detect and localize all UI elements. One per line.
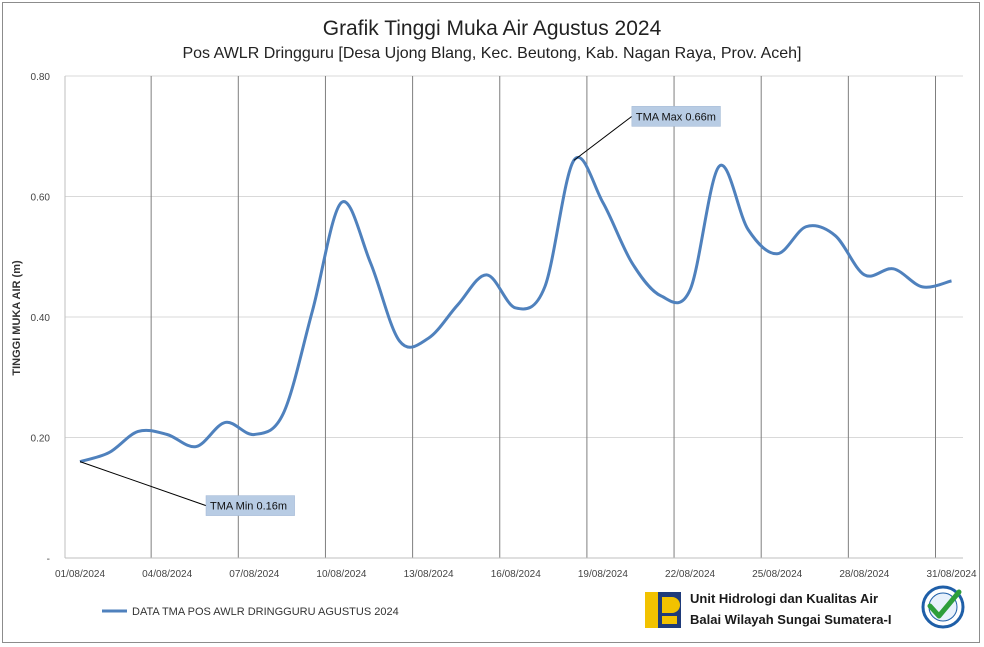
chart-subtitle: Pos AWLR Dringguru [Desa Ujong Blang, Ke… bbox=[182, 45, 802, 62]
certified-badge-icon bbox=[921, 585, 965, 629]
x-tick-label: 10/08/2024 bbox=[316, 569, 366, 580]
x-tick-label: 13/08/2024 bbox=[404, 569, 454, 580]
callout-label: TMA Min 0.16m bbox=[210, 501, 287, 513]
series-layer bbox=[79, 156, 952, 464]
callout-label: TMA Max 0.66m bbox=[636, 111, 716, 123]
y-tick-label: - bbox=[47, 554, 50, 565]
x-tick-label: 16/08/2024 bbox=[491, 569, 541, 580]
annotations-layer: TMA Max 0.66m TMA Min 0.16m bbox=[79, 106, 721, 516]
pu-logo bbox=[645, 592, 681, 628]
callout-leader bbox=[79, 461, 207, 507]
legend: DATA TMA POS AWLR DRINGGURU AGUSTUS 2024 bbox=[102, 606, 399, 618]
x-tick-label: 22/08/2024 bbox=[665, 569, 715, 580]
y-tick-label: 0.60 bbox=[31, 193, 51, 204]
callout: TMA Max 0.66m bbox=[573, 106, 721, 161]
callout-box bbox=[205, 495, 295, 516]
chart-title: Grafik Tinggi Muka Air Agustus 2024 bbox=[322, 17, 662, 40]
y-tick-labels: - 0.20 0.40 0.60 0.80 bbox=[31, 72, 51, 565]
org-line-2: Balai Wilayah Sungai Sumatera-I bbox=[690, 612, 892, 627]
x-tick-label: 04/08/2024 bbox=[142, 569, 192, 580]
y-tick-label: 0.40 bbox=[31, 313, 51, 324]
x-tick-label: 07/08/2024 bbox=[229, 569, 279, 580]
legend-label: DATA TMA POS AWLR DRINGGURU AGUSTUS 2024 bbox=[132, 606, 399, 618]
callout-leader bbox=[573, 115, 633, 161]
x-tick-label: 19/08/2024 bbox=[578, 569, 628, 580]
x-tick-labels: 01/08/2024 04/08/2024 07/08/2024 10/08/2024… bbox=[55, 569, 977, 580]
x-tick-label: 01/08/2024 bbox=[55, 569, 105, 580]
series-line bbox=[79, 156, 952, 464]
y-axis-label: TINGGI MUKA AIR (m) bbox=[11, 260, 23, 376]
x-tick-label: 25/08/2024 bbox=[752, 569, 802, 580]
y-tick-label: 0.80 bbox=[31, 72, 51, 83]
grid bbox=[64, 75, 963, 559]
callout-box bbox=[631, 106, 721, 127]
callout: TMA Min 0.16m bbox=[79, 461, 295, 516]
org-line-1: Unit Hidrologi dan Kualitas Air bbox=[690, 591, 879, 606]
y-tick-label: 0.20 bbox=[31, 434, 51, 445]
x-tick-label: 31/08/2024 bbox=[926, 569, 976, 580]
x-tick-label: 28/08/2024 bbox=[839, 569, 889, 580]
